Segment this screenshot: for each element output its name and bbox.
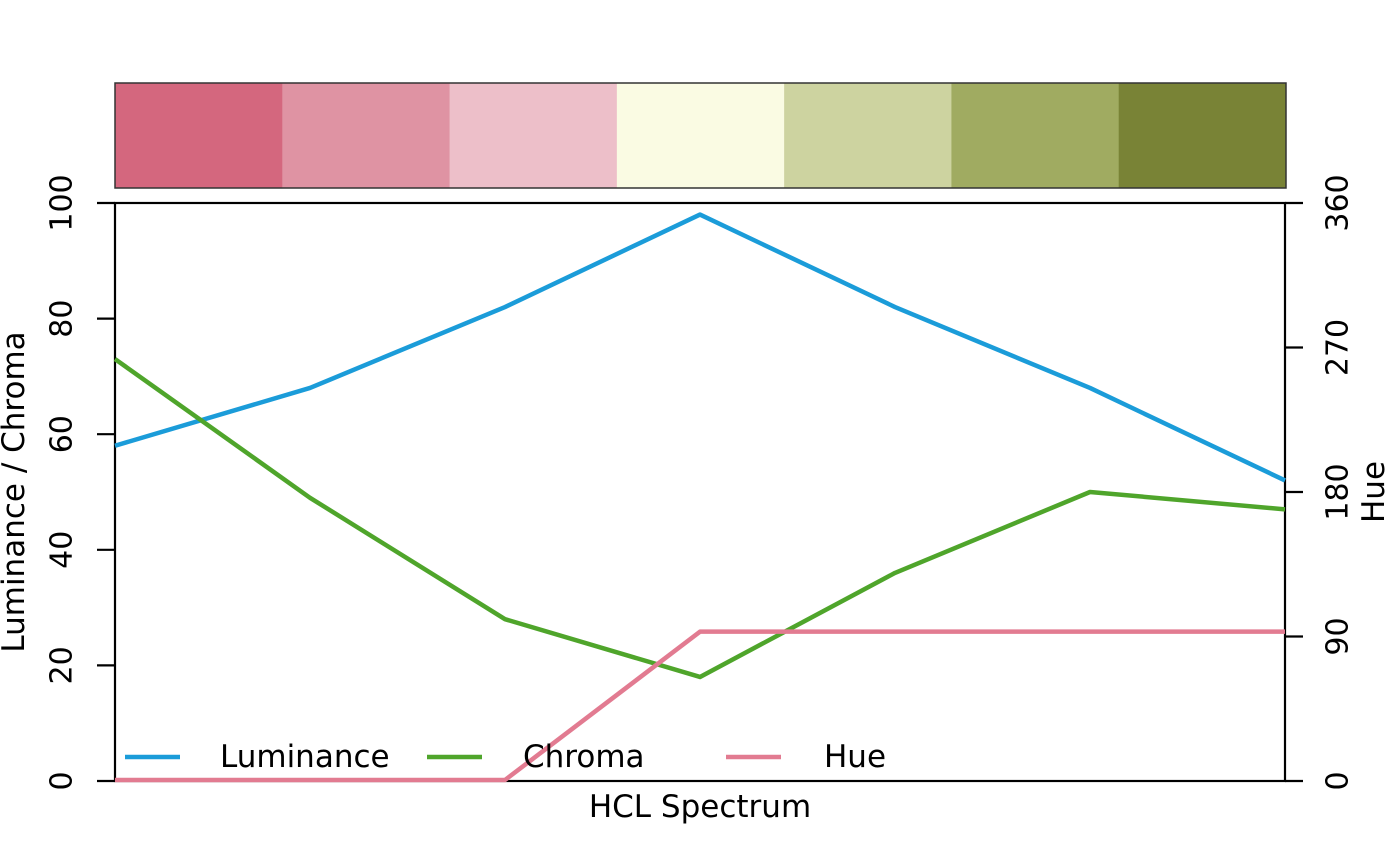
palette-swatch bbox=[1118, 83, 1287, 188]
chroma-line bbox=[113, 357, 1286, 680]
legend-label-luminance: Luminance bbox=[220, 739, 390, 775]
y-right-tick-label: 360 bbox=[1321, 174, 1356, 231]
palette-swatch bbox=[282, 83, 451, 188]
y-axis-title-left: Luminance / Chroma bbox=[0, 331, 32, 652]
y-axis-right-ticks: 0 90 180 270 360 bbox=[1285, 174, 1356, 791]
y-left-tick-label: 0 bbox=[45, 771, 80, 790]
palette-swatch bbox=[115, 83, 283, 188]
hue-line bbox=[115, 629, 1285, 783]
palette-swatch bbox=[784, 83, 952, 188]
y-left-tick-label: 60 bbox=[45, 415, 80, 453]
y-left-tick-label: 100 bbox=[45, 174, 80, 231]
x-axis-title: HCL Spectrum bbox=[589, 789, 811, 825]
y-right-tick-label: 180 bbox=[1321, 463, 1356, 520]
legend-label-chroma: Chroma bbox=[523, 739, 645, 775]
y-left-tick-label: 20 bbox=[45, 646, 80, 684]
palette-swatch bbox=[449, 83, 618, 188]
y-right-tick-label: 270 bbox=[1321, 319, 1356, 376]
luminance-line bbox=[114, 212, 1286, 483]
palette-swatch bbox=[616, 83, 785, 188]
legend-label-hue: Hue bbox=[824, 739, 886, 775]
y-right-tick-label: 90 bbox=[1321, 617, 1356, 655]
legend: Luminance Chroma Hue bbox=[125, 739, 886, 775]
series-lines bbox=[113, 212, 1286, 783]
palette-swatch-bar bbox=[115, 83, 1287, 188]
y-right-tick-label: 0 bbox=[1321, 771, 1356, 790]
y-axis-title-right: Hue bbox=[1356, 461, 1392, 523]
y-left-tick-label: 80 bbox=[45, 300, 80, 338]
y-axis-left-ticks: 0 20 40 60 80 100 bbox=[45, 174, 115, 791]
y-left-tick-label: 40 bbox=[45, 531, 80, 569]
palette-bar-border bbox=[114, 82, 1287, 189]
palette-swatch bbox=[951, 83, 1120, 188]
